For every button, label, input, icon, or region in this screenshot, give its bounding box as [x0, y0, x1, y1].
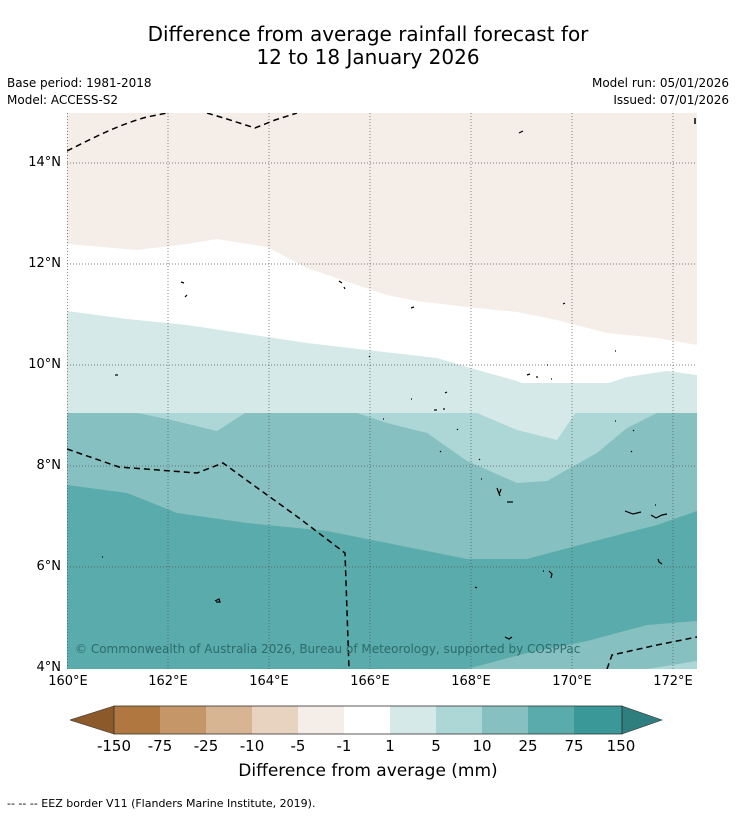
- colorbar-segment: [160, 706, 206, 734]
- colorbar-segment-high: [621, 705, 663, 735]
- lat-label-4n: 4°N: [36, 660, 62, 675]
- colorbar-segment: [206, 706, 252, 734]
- colorbar-label: Difference from average (mm): [238, 761, 498, 781]
- islands: [102, 130, 668, 640]
- chart-title-line1: Difference from average rainfall forecas…: [147, 22, 589, 46]
- colorbar-tick: -75: [147, 737, 173, 755]
- colorbar-segment: [252, 706, 298, 734]
- lon-label-164e: 164°E: [249, 674, 289, 689]
- footer-legend: -- -- -- EEZ border V11 (Flanders Marine…: [7, 797, 316, 810]
- graticule: [67, 113, 697, 669]
- lon-label-170e: 170°E: [552, 674, 592, 689]
- colorbar-tick: 150: [606, 737, 636, 755]
- colorbar-tick: -25: [193, 737, 219, 755]
- colorbar-segment: [436, 706, 482, 734]
- colorbar-tick: -10: [239, 737, 265, 755]
- base-period: Base period: 1981-2018: [7, 76, 152, 90]
- colorbar-tick: 1: [385, 737, 395, 755]
- colorbar-segment: [574, 706, 622, 734]
- colorbar-tick: 10: [472, 737, 492, 755]
- colorbar-segment: [344, 706, 390, 734]
- colorbar-tick: 75: [564, 737, 584, 755]
- lat-label-6n: 6°N: [36, 559, 62, 574]
- lon-label-166e: 166°E: [350, 674, 390, 689]
- lat-label-8n: 8°N: [36, 458, 62, 473]
- colorbar-tick: 25: [518, 737, 538, 755]
- model-name: Model: ACCESS-S2: [7, 93, 119, 107]
- model-run: Model run: 05/01/2026: [591, 76, 729, 90]
- lon-label-168e: 168°E: [451, 674, 491, 689]
- colorbar-tick: -1: [336, 737, 352, 755]
- colorbar-segment: [528, 706, 574, 734]
- colorbar-tick: -5: [290, 737, 306, 755]
- lon-label-160e: 160°E: [48, 674, 88, 689]
- colorbar-segment: [114, 706, 160, 734]
- colorbar-segment: [298, 706, 344, 734]
- colorbar-segment: [390, 706, 436, 734]
- band-minus5-minus1: [67, 113, 697, 345]
- lon-label-162e: 162°E: [148, 674, 188, 689]
- eez-borders: [67, 113, 697, 669]
- rainfall-map: © Commonwealth of Australia 2026, Bureau…: [67, 113, 697, 669]
- lat-label-14n: 14°N: [28, 155, 61, 170]
- lat-label-10n: 10°N: [28, 357, 61, 372]
- colorbar-segment: [482, 706, 528, 734]
- lat-label-12n: 12°N: [28, 256, 61, 271]
- colorbar-tick: 5: [431, 737, 441, 755]
- chart-title-line2: 12 to 18 January 2026: [256, 45, 480, 69]
- colorbar-segment-low: [70, 705, 115, 735]
- colorbar-tick: -150: [96, 737, 132, 755]
- copyright-text: © Commonwealth of Australia 2026, Bureau…: [75, 642, 580, 656]
- issued-date: Issued: 07/01/2026: [613, 93, 729, 107]
- colorbar: [70, 705, 663, 735]
- lon-label-172e: 172°E: [653, 674, 693, 689]
